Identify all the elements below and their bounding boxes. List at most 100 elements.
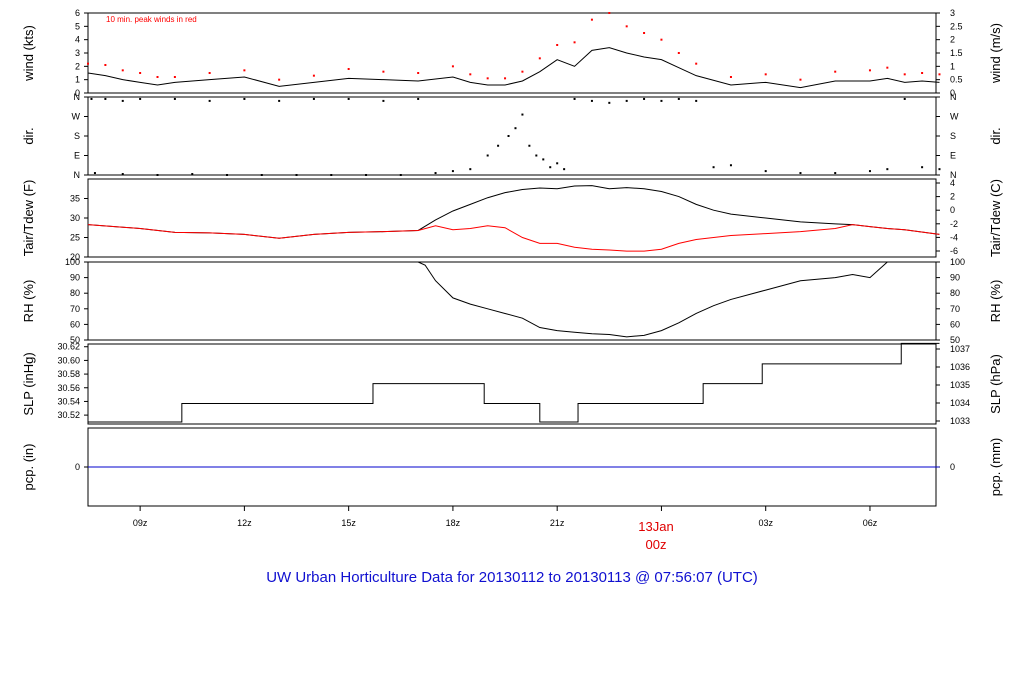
x-tick-label: 15z: [341, 518, 356, 528]
wind-series-1-point: [121, 69, 124, 72]
dir-series-0-point: [330, 174, 333, 176]
slp-right-tick-label: 1037: [950, 344, 970, 354]
dir-series-0-point: [549, 166, 552, 169]
dir-series-0-point: [799, 172, 802, 175]
wind-left-tick-label: 6: [75, 8, 80, 18]
slp-right-tick-label: 1034: [950, 398, 970, 408]
pcp-left-tick-label: 0: [75, 462, 80, 472]
wind-series-1-point: [799, 78, 802, 81]
chart-title: UW Urban Horticulture Data for 20130112 …: [266, 569, 758, 586]
dir-series-0-point: [886, 168, 889, 171]
peak-winds-note: 10 min. peak winds in red: [106, 15, 197, 24]
slp-left-tick-label: 30.62: [57, 342, 80, 352]
slp-series-0-line: [88, 342, 940, 423]
wind-series-1-point: [156, 76, 159, 78]
temp-right-tick-label: -2: [950, 219, 958, 229]
rh-left-tick-label: 50: [70, 335, 80, 345]
wind-series-1-point: [87, 62, 89, 65]
dir-series-0-point: [417, 97, 420, 100]
dir-series-0-point: [608, 101, 611, 104]
panel-wind: 0 1 2 3 4 5 6 0 0.5 1 1.5 2 2.5 3 wind (kts) wind (m/s): [21, 8, 1003, 98]
pcp-left-axis-label: pcp. (in): [21, 444, 36, 491]
dir-right-tick-label: N: [950, 92, 957, 102]
dir-left-axis-label: dir.: [21, 127, 36, 144]
dir-series-0-point: [469, 168, 472, 171]
pcp-right-tick-label: 0: [950, 462, 955, 472]
rh-left-tick-label: 100: [65, 257, 80, 267]
dir-series-0-point: [729, 164, 732, 167]
slp-right-tick-label: 1033: [950, 416, 970, 426]
dir-left-tick-label: W: [72, 112, 81, 122]
x-tick-label: 06z: [863, 518, 878, 528]
dir-series-0-point: [139, 97, 142, 100]
rh-left-tick-label: 80: [70, 288, 80, 298]
wind-left-tick-label: 0: [75, 88, 80, 98]
temp-right-axis-label: Tair/Tdew (C): [988, 179, 1003, 257]
dir-series-0-point: [434, 172, 437, 175]
slp-right-tick-label: 1036: [950, 362, 970, 372]
temp-right-tick-label: -6: [950, 246, 958, 256]
temp-right-tick-label: 4: [950, 178, 955, 188]
wind-series-1-point: [660, 38, 663, 41]
dir-right-tick-label: W: [950, 112, 959, 122]
wind-right-tick-label: 1: [950, 61, 955, 71]
dir-series-0-point: [347, 97, 350, 100]
dir-series-0-point: [514, 127, 517, 130]
dir-series-0-point: [295, 174, 298, 176]
x-tick-label: 09z: [133, 518, 148, 528]
wind-series-1-point: [382, 70, 385, 73]
dir-series-0-point: [93, 172, 96, 175]
dir-series-0-point: [903, 97, 906, 100]
wind-right-axis-label: wind (m/s): [988, 23, 1003, 84]
wind-left-tick-label: 5: [75, 21, 80, 31]
temp-frame: [87, 178, 937, 258]
slp-left-tick-label: 30.60: [57, 355, 80, 365]
wind-left-tick-label: 2: [75, 61, 80, 71]
dir-series-0-point: [260, 174, 263, 176]
dir-right-tick-label: S: [950, 131, 956, 141]
dir-series-0-point: [208, 99, 211, 102]
wind-series-1-point: [921, 72, 924, 74]
dir-series-0-point: [451, 170, 454, 173]
wind-series-1-point: [538, 57, 541, 60]
wind-right-tick-label: 3: [950, 8, 955, 18]
wind-series-1-point: [573, 41, 576, 44]
dir-left-tick-label: N: [74, 92, 81, 102]
wind-series-1-point: [173, 76, 176, 78]
dir-series-0-point: [156, 174, 159, 176]
wind-right-tick-label: 2: [950, 35, 955, 45]
dir-left-tick-label: N: [74, 170, 81, 180]
wind-left-tick-label: 1: [75, 75, 80, 85]
pcp-right-axis-label: pcp. (mm): [988, 438, 1003, 497]
rh-left-tick-label: 90: [70, 273, 80, 283]
dir-series-0-point: [625, 99, 628, 102]
rh-left-axis-label: RH (%): [21, 280, 36, 323]
x-axis: 09z 12z 15z 18z 21z 03z 06z: [133, 506, 878, 528]
x-tick-label: 12z: [237, 518, 252, 528]
wind-series-1-point: [834, 70, 837, 73]
temp-right-tick-label: 2: [950, 192, 955, 202]
dir-series-0-point: [278, 99, 281, 102]
dir-series-0-point: [643, 97, 646, 100]
dir-series-0-point: [243, 97, 246, 100]
wind-right-tick-label: 2.5: [950, 21, 963, 31]
rh-left-tick-label: 60: [70, 319, 80, 329]
wind-left-axis-label: wind (kts): [21, 25, 36, 82]
dir-series-0-point: [556, 162, 559, 165]
wind-left-tick-label: 4: [75, 35, 80, 45]
dir-series-0-point: [535, 154, 538, 157]
temp-left-tick-label: 20: [70, 252, 80, 262]
wind-series-0-line: [87, 47, 940, 89]
x-tick-label: 21z: [550, 518, 565, 528]
slp-frame: [87, 343, 937, 425]
wind-series-1-point: [868, 69, 871, 72]
dir-series-0-point: [695, 99, 698, 102]
dir-series-0-point: [497, 144, 500, 147]
temp-left-axis-label: Tair/Tdew (F): [21, 180, 36, 257]
wind-series-1-point: [278, 78, 281, 81]
wind-series-1-point: [590, 18, 593, 21]
rh-right-axis-label: RH (%): [988, 280, 1003, 323]
wind-series-1-point: [521, 70, 524, 73]
